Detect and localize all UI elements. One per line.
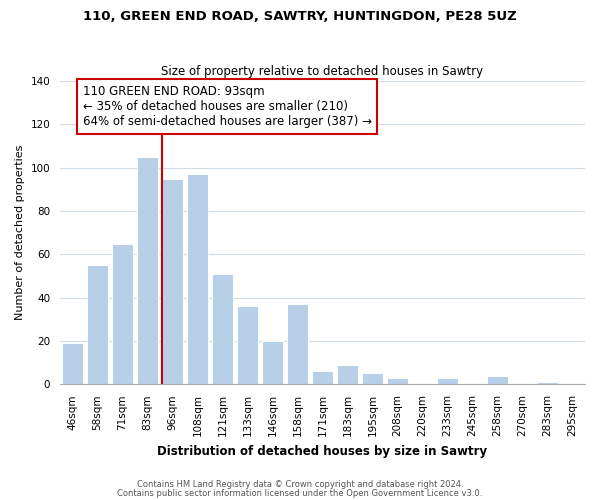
Text: Contains public sector information licensed under the Open Government Licence v3: Contains public sector information licen… (118, 488, 482, 498)
Bar (437, 378, 458, 384)
Title: Size of property relative to detached houses in Sawtry: Size of property relative to detached ho… (161, 66, 484, 78)
Bar (112, 244, 133, 384)
Bar (237, 306, 258, 384)
Bar (387, 378, 408, 384)
Bar (337, 365, 358, 384)
Bar (312, 372, 333, 384)
Text: 110 GREEN END ROAD: 93sqm
← 35% of detached houses are smaller (210)
64% of semi: 110 GREEN END ROAD: 93sqm ← 35% of detac… (83, 86, 371, 128)
Bar (137, 157, 158, 384)
Text: 110, GREEN END ROAD, SAWTRY, HUNTINGDON, PE28 5UZ: 110, GREEN END ROAD, SAWTRY, HUNTINGDON,… (83, 10, 517, 23)
Text: Contains HM Land Registry data © Crown copyright and database right 2024.: Contains HM Land Registry data © Crown c… (137, 480, 463, 489)
X-axis label: Distribution of detached houses by size in Sawtry: Distribution of detached houses by size … (157, 444, 488, 458)
Bar (212, 274, 233, 384)
Bar (187, 174, 208, 384)
Bar (87, 265, 108, 384)
Bar (287, 304, 308, 384)
Bar (162, 178, 183, 384)
Y-axis label: Number of detached properties: Number of detached properties (15, 145, 25, 320)
Bar (487, 376, 508, 384)
Bar (62, 343, 83, 384)
Bar (362, 374, 383, 384)
Bar (262, 341, 283, 384)
Bar (537, 382, 558, 384)
